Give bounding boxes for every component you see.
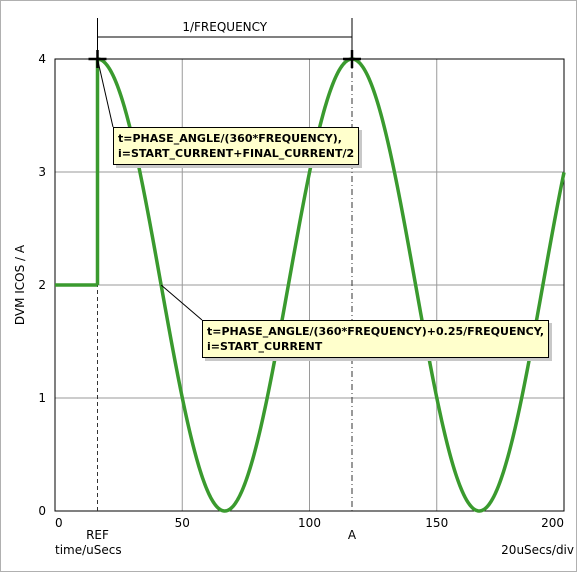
y-tick-label: 4 bbox=[38, 52, 46, 66]
y-tick-label: 0 bbox=[38, 504, 46, 518]
annotation-leader bbox=[160, 284, 203, 321]
annotation-box-midpoint: t=PHASE_ANGLE/(360*FREQUENCY)+0.25/FREQU… bbox=[202, 320, 550, 358]
y-tick-label: 1 bbox=[38, 391, 46, 405]
x-axis-label: time/uSecs bbox=[55, 543, 122, 557]
annotation-box-peak: t=PHASE_ANGLE/(360*FREQUENCY), i=START_C… bbox=[113, 127, 360, 165]
annotation-line: i=START_CURRENT bbox=[207, 340, 323, 353]
x-tick-label: 100 bbox=[298, 516, 321, 530]
x-tick-label: 200 bbox=[541, 516, 564, 530]
x-tick-label: 50 bbox=[175, 516, 190, 530]
series-line bbox=[96, 57, 566, 513]
y-tick-label: 2 bbox=[38, 278, 46, 292]
x-tick-label: 0 bbox=[55, 516, 63, 530]
annotation-line: i=START_CURRENT+FINAL_CURRENT/2 bbox=[118, 147, 355, 160]
marker-label: REF bbox=[86, 528, 109, 542]
y-tick-label: 3 bbox=[38, 165, 46, 179]
annotation-leaders bbox=[97, 58, 203, 321]
annotation-leader bbox=[97, 58, 114, 128]
marker-label: A bbox=[348, 528, 357, 542]
y-axis-label: DVM ICOS / A bbox=[13, 244, 27, 325]
scale-label: 20uSecs/div bbox=[501, 543, 574, 557]
x-tick-label: 150 bbox=[425, 516, 448, 530]
annotation-line: t=PHASE_ANGLE/(360*FREQUENCY), bbox=[118, 132, 342, 145]
annotation-line: t=PHASE_ANGLE/(360*FREQUENCY)+0.25/FREQU… bbox=[207, 325, 545, 338]
tick-labels: 0 50 100 150 200 0 1 2 3 4 REF A bbox=[38, 52, 564, 542]
dimension-label: 1/FREQUENCY bbox=[182, 20, 267, 34]
series bbox=[55, 57, 566, 513]
dimension-bracket: 1/FREQUENCY bbox=[97, 18, 353, 59]
